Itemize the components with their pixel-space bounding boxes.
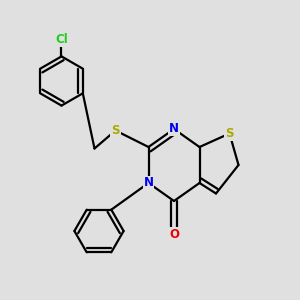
Text: N: N (169, 122, 179, 136)
Text: S: S (225, 127, 234, 140)
Text: Cl: Cl (55, 33, 68, 46)
Text: S: S (111, 124, 120, 137)
Text: O: O (169, 227, 179, 241)
Text: N: N (143, 176, 154, 190)
